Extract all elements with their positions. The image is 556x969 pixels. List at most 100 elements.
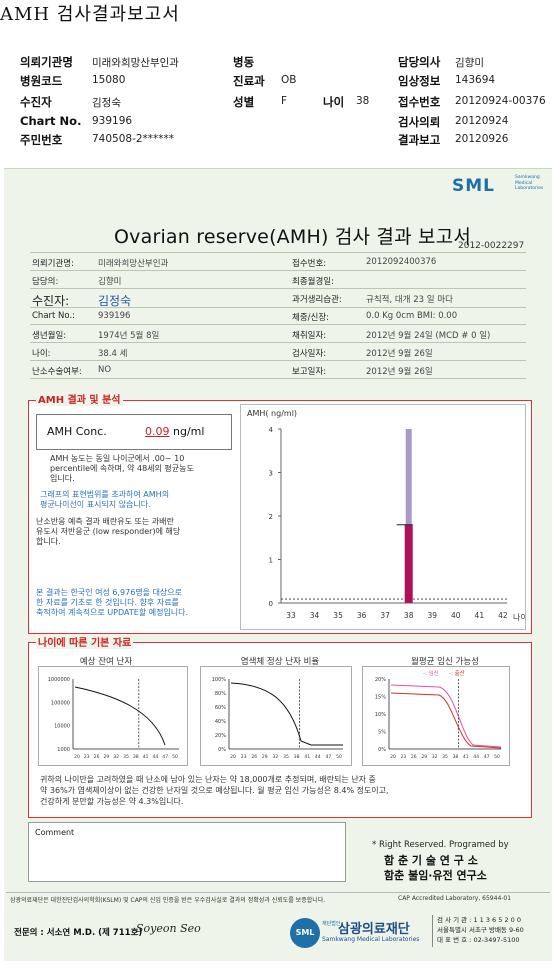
summary-line: 약 36%가 염색체이상이 없는 건강한 난자일 것으로 예상됩니다. 월 평균… xyxy=(40,786,389,795)
x-tick-label: 37 xyxy=(380,611,390,620)
logo-sub-line: Samkwang xyxy=(515,175,540,180)
header-value: F xyxy=(281,95,288,107)
amh-conc-value: 0.09 xyxy=(145,425,170,438)
mini-y-tick-label: 60% xyxy=(215,705,226,711)
amh-paragraph-2: 그래프의 표현범위를 초과하여 AMH의 평균나이선이 표시되지 않습니다. xyxy=(40,490,235,510)
text-line: 평균나이선이 표시되지 않습니다. xyxy=(40,500,151,509)
comment-box: Comment xyxy=(28,822,346,882)
logo-sub-line: Medical xyxy=(515,180,533,186)
mini-x-tick-label: 29 xyxy=(262,754,268,760)
sml-logo: SML xyxy=(452,176,495,196)
mini-y-tick-label: 10% xyxy=(375,712,386,718)
page-title: AMH 검사결과보고서 xyxy=(0,4,180,25)
divider xyxy=(30,378,526,379)
mini-y-tick-label: 10000 xyxy=(54,724,70,730)
amh-paragraph-4: 본 결과는 한국인 여성 6,976명을 대상으로 한 자료를 기초로 한 것입… xyxy=(36,588,236,618)
info-label: 담당의: xyxy=(32,277,59,287)
info-value: 2012092400376 xyxy=(366,257,437,267)
divider xyxy=(6,892,550,893)
info-value: 2012년 9월 26일 xyxy=(366,349,433,359)
rights-note: * Right Reserved. Programed by xyxy=(372,840,509,850)
x-tick-label: 36 xyxy=(357,611,367,620)
mini-x-tick-label: 20 xyxy=(230,754,236,760)
mini-x-tick-label: 32 xyxy=(273,754,279,760)
mini-y-tick-label: 1000000 xyxy=(48,677,70,683)
mini-x-tick-label: 44 xyxy=(315,754,321,760)
info-value: 김향미 xyxy=(98,277,122,287)
header-value: 김정숙 xyxy=(92,97,121,109)
mini-x-tick-label: 38 xyxy=(294,754,300,760)
contact-line: 검 사 기 관 : 1 1 3 6 5 2 0 0 xyxy=(437,916,521,924)
header-label: 나이 xyxy=(323,95,345,109)
info-label: 생년월일: xyxy=(32,331,67,341)
header-label: 검사의뢰 xyxy=(398,115,441,129)
header-label: 담당의사 xyxy=(398,55,441,69)
header-label: 접수번호 xyxy=(398,95,441,109)
lab-contact: 검 사 기 관 : 1 1 3 6 5 2 0 0 서울특별시 서초구 방배동 … xyxy=(437,915,524,945)
mini-x-tick-label: 20 xyxy=(390,754,396,760)
text-line: 축적하여 계속적으로 UPDATE할 예정입니다. xyxy=(36,608,189,617)
mini-y-tick-label: 0% xyxy=(378,747,386,753)
header-label: 병원코드 xyxy=(20,74,63,88)
info-label: 나이: xyxy=(32,349,51,359)
mini-x-tick-label: 35 xyxy=(123,754,129,760)
section-title: 나이에 따른 기본 자료 xyxy=(36,634,134,649)
mini-x-tick-label: 50 xyxy=(494,754,500,760)
info-value: 939196 xyxy=(98,311,131,321)
x-tick-label: 41 xyxy=(475,611,485,620)
normal-chromosome-curve xyxy=(230,682,343,746)
header-value: 20120924-00376 xyxy=(455,95,546,107)
text-line: 입니다. xyxy=(50,474,75,483)
text-line: 유도시 저반응군 (low responder)에 해당 xyxy=(36,527,181,536)
info-label: 채취일자: xyxy=(292,331,327,341)
divider xyxy=(432,915,433,947)
accreditation-note: 삼광의료재단은 대한진단검사의학회(KSLM) 및 CAP의 신임 인증을 받은… xyxy=(10,897,326,904)
y-tick-label: 1 xyxy=(269,557,273,565)
sml-logo-subtitle: Samkwang Medical Laboratories xyxy=(515,175,543,192)
amh-chart-ylabel: AMH( ng/ml) xyxy=(247,409,298,418)
y-tick-label: 2 xyxy=(269,513,273,521)
pregnancy-curve xyxy=(390,684,502,748)
mini-y-tick-label: 20% xyxy=(215,733,226,739)
mini-x-tick-label: 23 xyxy=(401,754,407,760)
header-label: Chart No. xyxy=(20,114,82,128)
mini-x-tick-label: 50 xyxy=(336,754,342,760)
text-line: 그래프의 표현범위를 초과하여 AMH의 xyxy=(40,490,170,499)
info-label: 접수번호: xyxy=(292,259,327,269)
mini-x-tick-label: 20 xyxy=(74,754,80,760)
mini-chart-title: 염색체 정상 난자 비율 xyxy=(240,657,320,667)
text-line: AMH 농도는 동일 나이군에서 .00~ 10 xyxy=(50,454,185,463)
x-axis-label: 나이 xyxy=(513,612,525,622)
legend-pregnancy: -: 임신 xyxy=(423,669,439,677)
text-line: 난소반응 예측 결과 배란유도 또는 과배란 xyxy=(36,517,174,526)
mini-x-tick-label: 26 xyxy=(411,754,417,760)
pregnancy-chance-chart: 20% 15% 10% 5% 0% 20 23 26 29 32 35 38 41 44 47 50 -: 임신… xyxy=(362,666,510,766)
amh-paragraph-1: AMH 농도는 동일 나이군에서 .00~ 10 percentile에 속하며… xyxy=(50,454,238,484)
header-label: 주민번호 xyxy=(20,133,63,147)
mini-x-tick-label: 32 xyxy=(113,754,119,760)
divider xyxy=(30,252,526,253)
text-line: percentile에 속하며, 약 48세의 평균농도 xyxy=(50,464,194,473)
contact-line: 대 표 번 호 : 02-3497-5100 xyxy=(437,936,520,944)
mini-y-tick-label: 1000 xyxy=(57,747,70,753)
divider xyxy=(30,307,526,308)
mini-chart-title: 예상 잔여 난자 xyxy=(79,657,133,667)
info-value: 미래와희망산부인과 xyxy=(98,259,169,269)
amh-conc-label: AMH Conc. xyxy=(47,425,107,438)
header-value: 939196 xyxy=(92,115,133,127)
x-tick-label: 42 xyxy=(498,611,508,620)
mini-y-tick-label: 20% xyxy=(375,677,386,683)
divider xyxy=(30,270,526,271)
mini-x-tick-label: 26 xyxy=(94,754,100,760)
mini-x-tick-label: 44 xyxy=(473,754,479,760)
x-tick-label: 33 xyxy=(286,611,296,620)
amh-conc-unit: ng/ml xyxy=(173,425,205,438)
mean-bar xyxy=(404,524,413,603)
mini-chart-title: 월평균 임신 가능성 xyxy=(411,657,479,667)
mini-y-tick-label: 100% xyxy=(212,677,227,683)
divider xyxy=(30,360,526,361)
header-label: 병동 xyxy=(233,55,255,69)
foundation-name-en: Samkwang Medical Laboratories xyxy=(322,936,420,943)
header-label: 성별 xyxy=(233,95,255,109)
pregnancy-chance-svg: 20% 15% 10% 5% 0% 20 23 26 29 32 35 38 41 44 47 50 -: 임신… xyxy=(375,669,502,760)
